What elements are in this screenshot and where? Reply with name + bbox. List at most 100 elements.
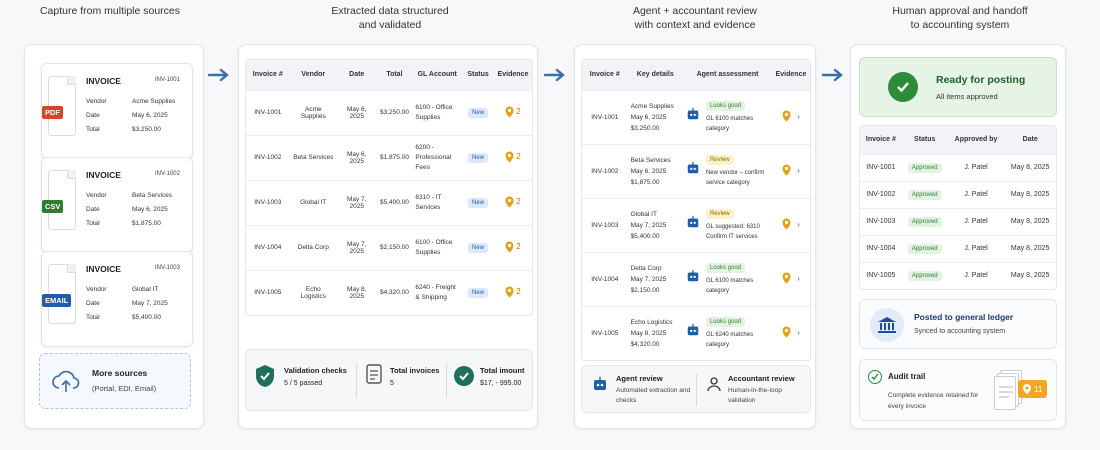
- invoice-number: INV-1002: [154, 171, 180, 177]
- table-row[interactable]: INV-1004 Delta Corp May 7, 2025 $2,150.00 61…: [246, 224, 532, 270]
- table-row[interactable]: INV-1003 Approved J. Patel May 8, 2025: [860, 207, 1056, 235]
- col-approved-by: Approved by: [947, 126, 1005, 154]
- more-sources-box[interactable]: More sources (Portal, EDI, Email): [39, 353, 191, 409]
- status-badge: New: [468, 197, 489, 208]
- evidence-link[interactable]: ›: [782, 110, 800, 122]
- status-badge: New: [468, 107, 489, 118]
- invoice-number: INV-1005: [860, 261, 902, 289]
- evidence-link[interactable]: ›: [782, 272, 800, 284]
- divider: [356, 364, 357, 398]
- detail-total: $4,320.00: [630, 340, 660, 348]
- evidence-link[interactable]: 2: [505, 151, 521, 163]
- total: $2,150.00: [376, 224, 413, 270]
- pdf-badge: PDF: [42, 106, 63, 119]
- date-value: May 6, 2025: [132, 206, 168, 213]
- invoice-number: INV-1001: [246, 89, 290, 135]
- table-row[interactable]: INV-1003 Global IT May 7, 2025 $5,400.00 631…: [246, 179, 532, 225]
- col-vendor: Vendor: [289, 60, 338, 90]
- date-value: May 7, 2025: [132, 300, 168, 307]
- review-table-wrap: Invoice # Key details Agent assessment E…: [581, 59, 811, 361]
- pin-icon: [505, 106, 514, 117]
- ready-title: Ready for posting: [936, 74, 1026, 86]
- vendor: Beta Services: [289, 134, 338, 180]
- invoice-number: INV-1003: [154, 265, 180, 271]
- person-icon: [707, 377, 721, 392]
- assessment-badge: Looks good: [705, 100, 745, 111]
- col-status: Status: [462, 60, 494, 90]
- total-value: $1,875.00: [132, 220, 161, 227]
- evidence-link[interactable]: ›: [782, 218, 800, 230]
- assessment-note: GL 6100 matches category: [705, 115, 754, 132]
- extracted-summary: Validation checks 5 / 5 passed Total inv…: [245, 349, 533, 411]
- table-row[interactable]: INV-1003 Global IT May 7, 2025 $5,400.00 Rev…: [582, 197, 810, 252]
- pin-icon: [782, 164, 791, 176]
- evidence-count-badge: 11: [1018, 380, 1048, 398]
- ready-banner: Ready for posting All items approved: [859, 57, 1057, 117]
- audit-subtitle: Complete evidence retained for every inv…: [888, 392, 979, 410]
- table-row[interactable]: INV-1005 Approved J. Patel May 8, 2025: [860, 261, 1056, 289]
- table-row[interactable]: INV-1004 Approved J. Patel May 8, 2025: [860, 234, 1056, 262]
- invoice-card-pdf[interactable]: PDF INVOICE INV-1001 Vendor Acme Supplies…: [41, 63, 193, 159]
- table-row[interactable]: INV-1001 Acme Supplies May 6, 2025 $3,250.0…: [246, 89, 532, 135]
- capture-panel: PDF INVOICE INV-1001 Vendor Acme Supplies…: [24, 44, 204, 429]
- col-key-details: Key details: [627, 60, 683, 90]
- table-row[interactable]: INV-1005 Echo Logistics May 8, 2025 $4,320.…: [246, 269, 532, 315]
- date: May 8, 2025: [1004, 261, 1056, 289]
- invoice-number: INV-1003: [246, 179, 290, 225]
- total-value: $5,400.00: [132, 314, 161, 321]
- invoice-card-csv[interactable]: CSV INVOICE INV-1002 Vendor Beta Services…: [41, 157, 193, 253]
- pin-icon: [505, 196, 514, 207]
- vendor-value: Global IT: [132, 286, 159, 293]
- extracted-table: Invoice # Vendor Date Total GL Account S…: [246, 60, 532, 315]
- document-stack-icon: [994, 370, 1022, 410]
- invoice-title: INVOICE: [86, 170, 121, 180]
- table-row[interactable]: INV-1004 Delta Corp May 7, 2025 $2,150.00 Lo…: [582, 251, 810, 306]
- evidence-count: 2: [516, 107, 521, 116]
- evidence-link[interactable]: ›: [782, 164, 800, 176]
- status-badge: Approved: [907, 162, 942, 173]
- evidence-link[interactable]: 2: [505, 196, 521, 208]
- detail-vendor: Acme Supplies: [630, 102, 674, 110]
- detail-date: May 7, 2025: [630, 221, 667, 229]
- col-status: Status: [901, 126, 948, 154]
- evidence-link[interactable]: ›: [782, 326, 800, 338]
- vendor-value: Acme Supplies: [132, 98, 176, 105]
- date: May 8, 2025: [337, 269, 377, 315]
- evidence-link[interactable]: 2: [505, 106, 521, 118]
- table-row[interactable]: INV-1005 Echo Logistics May 8, 2025 $4,320.…: [582, 305, 810, 360]
- detail-total: $2,150.00: [630, 286, 660, 294]
- flow-arrow-icon: [543, 68, 566, 82]
- gl-account: 6200 - Professional Fees: [412, 134, 463, 180]
- vendor: Echo Logistics: [289, 269, 338, 315]
- invoice-number: INV-1002: [246, 134, 290, 180]
- table-row[interactable]: INV-1002 Beta Services May 6, 2025 $1,875.0…: [246, 134, 532, 180]
- table-row[interactable]: INV-1002 Approved J. Patel May 8, 2025: [860, 180, 1056, 208]
- review-summary: Agent review Automated extraction and ch…: [581, 365, 811, 413]
- chevron-right-icon: ›: [797, 111, 800, 121]
- evidence-link[interactable]: 2: [505, 241, 521, 253]
- flow-arrow-icon: [821, 68, 844, 82]
- validation-label: Validation checks: [284, 366, 347, 375]
- pin-icon: [505, 241, 514, 252]
- evidence-count: 11: [1034, 384, 1043, 394]
- total-label: Total: [86, 314, 100, 321]
- invoice-card-email[interactable]: EMAIL INVOICE INV-1003 Vendor Global IT D…: [41, 251, 193, 347]
- check-circle-icon: [454, 366, 474, 386]
- col-invoice: Invoice #: [860, 126, 902, 154]
- stage-title-review: Agent + accountant review with context a…: [632, 5, 758, 31]
- col-gl: GL Account: [412, 60, 463, 90]
- date: May 7, 2025: [337, 179, 377, 225]
- evidence-link[interactable]: 2: [505, 286, 521, 298]
- vendor-label: Vendor: [86, 192, 107, 199]
- total: $5,400.00: [376, 179, 413, 225]
- detail-total: $1,875.00: [630, 178, 660, 186]
- approved-by: J. Patel: [947, 261, 1005, 289]
- status-badge: New: [468, 152, 489, 163]
- table-row[interactable]: INV-1001 Acme Supplies May 6, 2025 $3,250.0…: [582, 89, 810, 144]
- total-invoices-value: 5: [390, 380, 394, 387]
- table-row[interactable]: INV-1002 Beta Services May 6, 2025 $1,875.0…: [582, 143, 810, 198]
- invoice-number: INV-1002: [582, 143, 628, 198]
- chevron-right-icon: ›: [797, 219, 800, 229]
- table-row[interactable]: INV-1001 Approved J. Patel May 8, 2025: [860, 153, 1056, 181]
- status-badge: New: [468, 287, 489, 298]
